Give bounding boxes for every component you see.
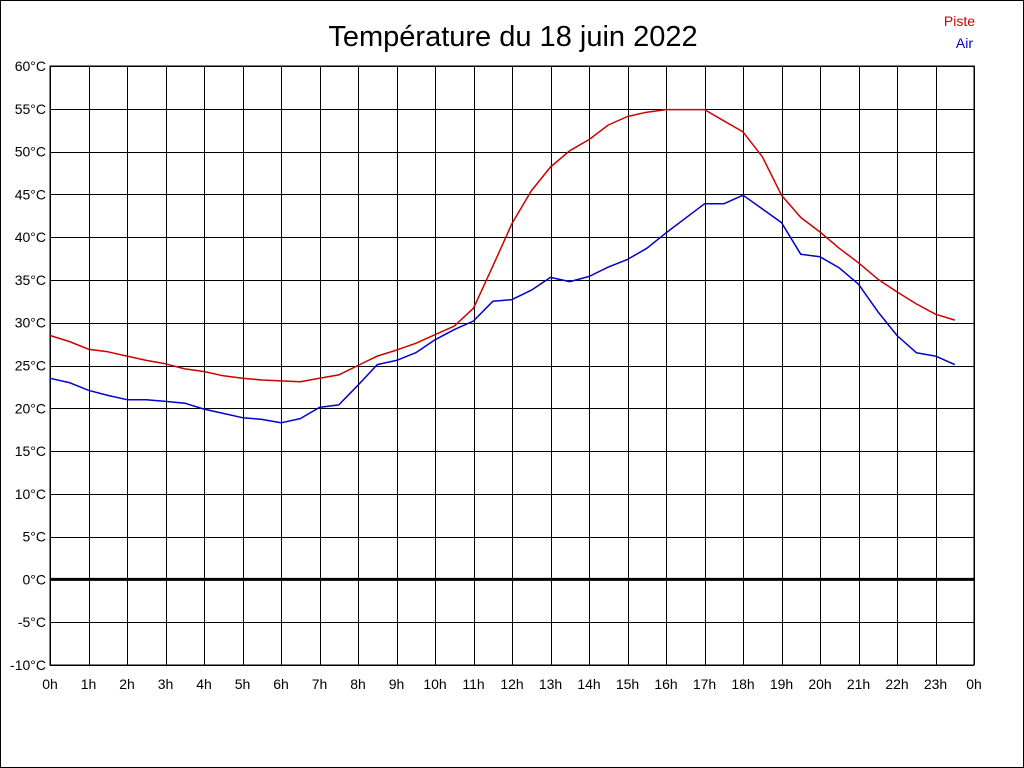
series-line-piste [49, 108, 956, 383]
x-axis-ticks: 0h 1h 2h 3h 4h 5h 6h 7h 8h 9h 10h 11h 12h 13h 14h 15h 16… [42, 676, 982, 692]
x-tick-label: 9h [389, 676, 405, 692]
y-tick-label: 60°C [15, 58, 46, 74]
chart-title: Température du 18 juin 2022 [328, 21, 697, 53]
x-tick-label: 3h [158, 676, 174, 692]
x-tick-label: 22h [885, 676, 908, 692]
grid [49, 65, 975, 666]
x-tick-label: 12h [500, 676, 523, 692]
x-tick-label: 17h [693, 676, 716, 692]
x-tick-label: 23h [924, 676, 947, 692]
legend-entry-air: Air [956, 35, 973, 51]
y-tick-label: 10°C [15, 486, 46, 502]
y-tick-label: 5°C [23, 529, 47, 545]
y-tick-label: 15°C [15, 443, 46, 459]
x-tick-label: 5h [235, 676, 251, 692]
y-tick-label: 20°C [15, 400, 46, 416]
y-tick-label: 50°C [15, 144, 46, 160]
x-tick-label: 10h [423, 676, 446, 692]
x-tick-label: 18h [731, 676, 754, 692]
y-tick-label: -5°C [18, 614, 46, 630]
x-tick-label: 15h [616, 676, 639, 692]
x-tick-label: 2h [119, 676, 135, 692]
x-tick-label: 8h [350, 676, 366, 692]
x-tick-label: 16h [654, 676, 677, 692]
y-tick-label: 55°C [15, 101, 46, 117]
series-line-air [49, 194, 956, 424]
legend-entry-piste: Piste [944, 13, 975, 29]
x-tick-label: 1h [81, 676, 97, 692]
y-tick-label: 35°C [15, 272, 46, 288]
y-tick-label: 30°C [15, 315, 46, 331]
y-axis-ticks: 60°C 55°C 50°C 45°C 40°C 35°C 30°C 25°C 20°C 15°C… [10, 58, 46, 673]
x-tick-label: 14h [577, 676, 600, 692]
y-tick-label: 25°C [15, 358, 46, 374]
x-tick-label: 0h [42, 676, 58, 692]
x-tick-label: 19h [770, 676, 793, 692]
y-tick-label: 45°C [15, 186, 46, 202]
x-tick-label: 11h [462, 676, 484, 692]
series-lines [49, 108, 956, 424]
x-tick-label: 6h [273, 676, 289, 692]
x-tick-label: 20h [808, 676, 831, 692]
x-tick-label: 0h [966, 676, 982, 692]
x-tick-label: 7h [312, 676, 328, 692]
y-tick-label: -10°C [10, 657, 46, 673]
y-tick-label: 0°C [23, 571, 47, 587]
y-tick-label: 40°C [15, 229, 46, 245]
x-tick-label: 13h [539, 676, 562, 692]
x-tick-label: 21h [847, 676, 870, 692]
x-tick-label: 4h [196, 676, 212, 692]
